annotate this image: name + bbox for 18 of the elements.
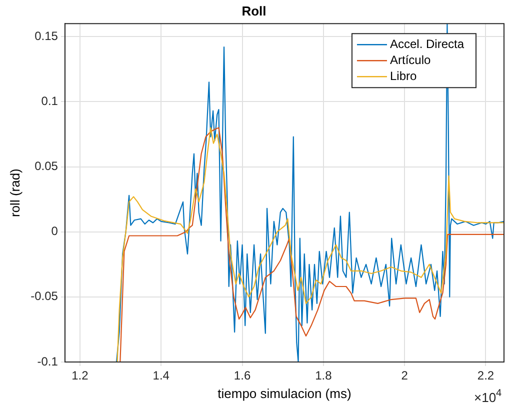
x-tick-label: 2.2 bbox=[477, 368, 494, 383]
legend-label: Accel. Directa bbox=[390, 36, 464, 51]
x-tick-label: 1.2 bbox=[72, 368, 89, 383]
chart-title: Roll bbox=[242, 3, 266, 18]
legend-label: Artículo bbox=[390, 52, 431, 67]
y-tick-label: 0.05 bbox=[34, 159, 58, 174]
x-axis-title: tiempo simulacion (ms) bbox=[218, 386, 352, 401]
legend-label: Libro bbox=[390, 68, 417, 83]
y-tick-label: -0.1 bbox=[37, 354, 58, 368]
y-tick-label: 0.1 bbox=[41, 94, 58, 108]
x-tick-label: 1.6 bbox=[234, 368, 251, 383]
x-tick-label: 1.4 bbox=[152, 368, 170, 383]
x-tick-label: 1.8 bbox=[315, 368, 332, 383]
y-tick-label: -0.05 bbox=[30, 289, 58, 304]
x-tick-label: 2 bbox=[401, 368, 408, 383]
y-tick-label: 0 bbox=[51, 224, 58, 238]
y-tick-label: 0.15 bbox=[34, 28, 58, 43]
y-axis-title: roll (rad) bbox=[7, 168, 22, 218]
